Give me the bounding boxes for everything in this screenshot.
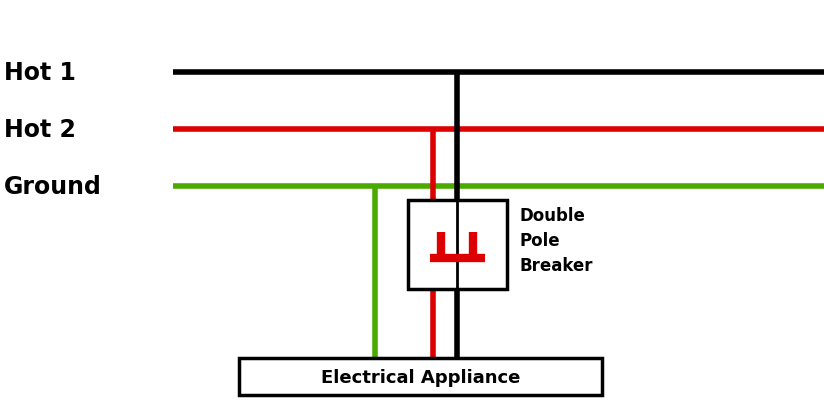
Text: Hot 2: Hot 2 [4,117,76,142]
Text: Electrical Appliance: Electrical Appliance [321,368,520,386]
Text: Double
Pole
Breaker: Double Pole Breaker [519,207,592,275]
Bar [239,358,602,395]
Text: Hot 1: Hot 1 [4,61,76,85]
Bar [408,200,507,290]
Text: Ground: Ground [4,174,102,198]
